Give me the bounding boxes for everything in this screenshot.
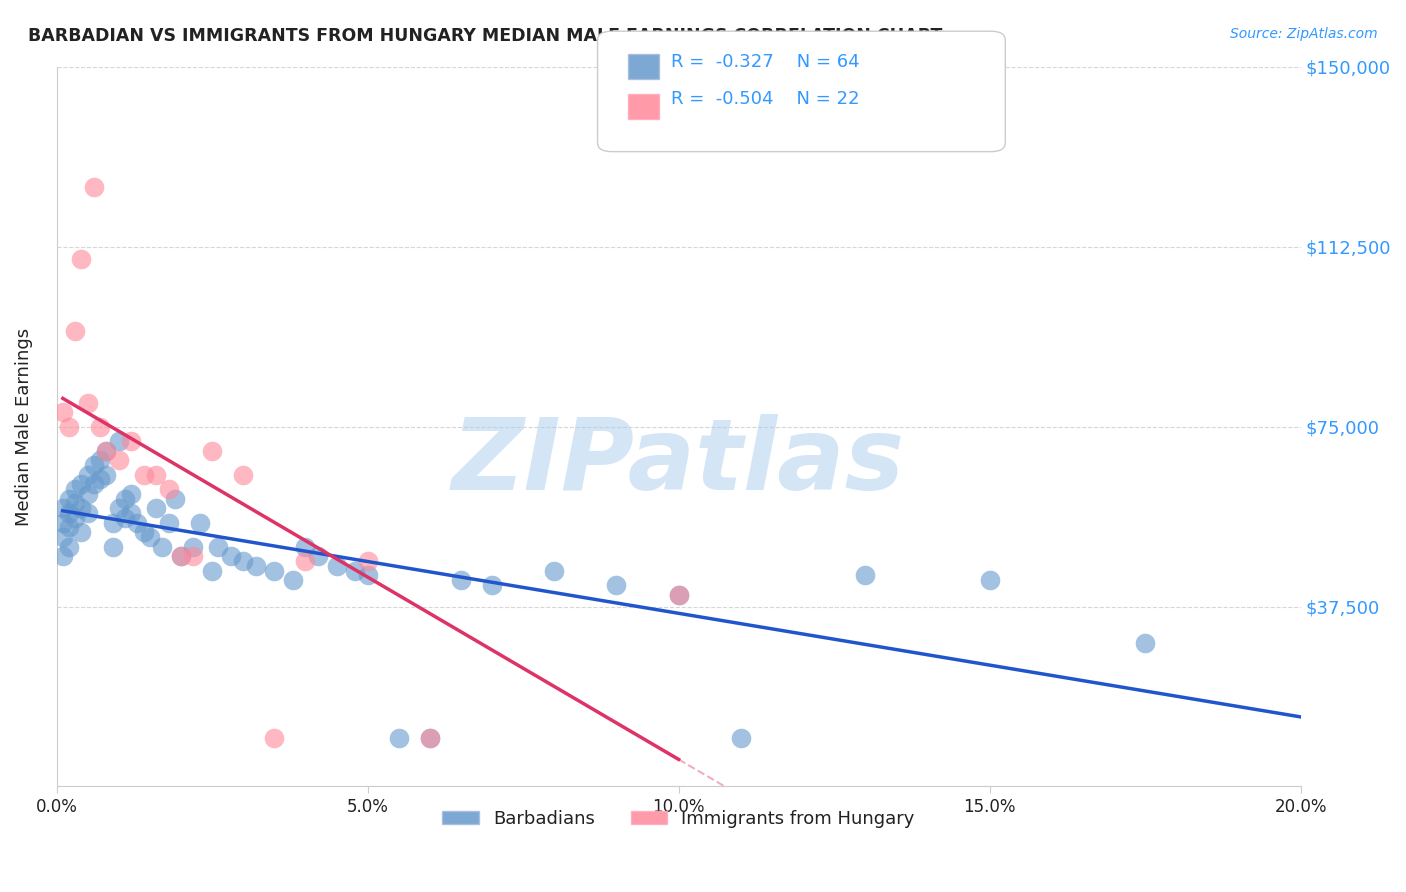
Point: [325, 558, 347, 573]
Point: [127, 516, 149, 530]
Point: [101, 516, 124, 530]
Point: [170, 549, 193, 563]
Point: [307, 549, 329, 563]
Point: [108, 453, 131, 467]
Point: [114, 491, 136, 506]
Point: [83, 179, 105, 194]
Point: [52, 549, 75, 563]
Text: Source: ZipAtlas.com: Source: ZipAtlas.com: [1230, 27, 1378, 41]
Point: [157, 516, 180, 530]
Point: [139, 530, 162, 544]
Point: [145, 501, 167, 516]
Point: [89, 453, 111, 467]
Point: [263, 564, 285, 578]
Point: [1133, 635, 1156, 649]
Point: [132, 525, 155, 540]
Point: [163, 491, 186, 506]
Point: [150, 540, 173, 554]
Point: [96, 467, 118, 482]
Point: [356, 568, 378, 582]
Point: [207, 540, 229, 554]
Point: [65, 496, 87, 510]
Point: [76, 487, 98, 501]
Point: [70, 477, 93, 491]
Point: [419, 731, 441, 746]
Point: [419, 731, 441, 746]
Point: [70, 252, 93, 266]
Point: [96, 443, 118, 458]
Text: R =  -0.504    N = 22: R = -0.504 N = 22: [671, 90, 859, 108]
Point: [281, 573, 304, 587]
Point: [979, 573, 1001, 587]
Point: [96, 443, 118, 458]
Point: [65, 482, 87, 496]
Legend: Barbadians, Immigrants from Hungary: Barbadians, Immigrants from Hungary: [436, 803, 922, 835]
Point: [132, 467, 155, 482]
Point: [52, 501, 75, 516]
Point: [76, 467, 98, 482]
Point: [183, 549, 205, 563]
Point: [65, 324, 87, 338]
Point: [108, 501, 131, 516]
Point: [76, 506, 98, 520]
Point: [294, 554, 316, 568]
Point: [89, 472, 111, 486]
Point: [52, 405, 75, 419]
Point: [201, 564, 224, 578]
Point: [232, 554, 254, 568]
Point: [58, 419, 80, 434]
Point: [450, 573, 472, 587]
Point: [145, 467, 167, 482]
Point: [668, 587, 690, 601]
Point: [114, 510, 136, 524]
Point: [232, 467, 254, 482]
Point: [58, 491, 80, 506]
Text: BARBADIAN VS IMMIGRANTS FROM HUNGARY MEDIAN MALE EARNINGS CORRELATION CHART: BARBADIAN VS IMMIGRANTS FROM HUNGARY MED…: [28, 27, 942, 45]
Point: [481, 578, 503, 592]
Point: [170, 549, 193, 563]
Point: [76, 395, 98, 409]
Point: [52, 530, 75, 544]
Point: [89, 419, 111, 434]
Point: [120, 434, 142, 448]
Point: [294, 540, 316, 554]
Point: [188, 516, 211, 530]
Text: ZIPatlas: ZIPatlas: [453, 414, 905, 511]
Point: [108, 434, 131, 448]
Point: [70, 525, 93, 540]
Point: [730, 731, 752, 746]
Point: [70, 501, 93, 516]
Point: [344, 564, 367, 578]
Point: [101, 540, 124, 554]
Point: [65, 510, 87, 524]
Point: [605, 578, 627, 592]
Y-axis label: Median Male Earnings: Median Male Earnings: [15, 327, 32, 525]
Point: [52, 516, 75, 530]
Point: [183, 540, 205, 554]
Point: [58, 540, 80, 554]
Point: [201, 443, 224, 458]
Point: [263, 731, 285, 746]
Point: [120, 506, 142, 520]
Point: [543, 564, 565, 578]
Point: [853, 568, 876, 582]
Point: [58, 520, 80, 534]
Point: [388, 731, 411, 746]
Point: [219, 549, 242, 563]
Point: [120, 487, 142, 501]
Point: [83, 477, 105, 491]
Point: [668, 587, 690, 601]
Point: [245, 558, 267, 573]
Point: [83, 458, 105, 472]
Text: R =  -0.327    N = 64: R = -0.327 N = 64: [671, 53, 859, 70]
Point: [58, 506, 80, 520]
Point: [157, 482, 180, 496]
Point: [356, 554, 378, 568]
